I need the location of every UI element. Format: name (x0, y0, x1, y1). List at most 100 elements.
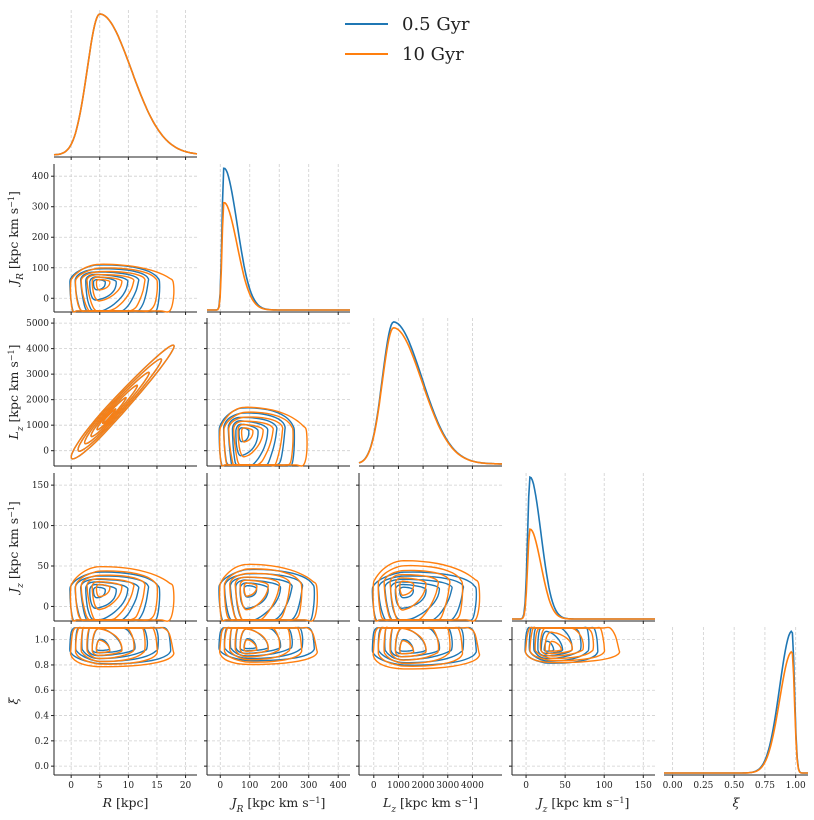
y-tick-label-Lz: 2000 (26, 396, 49, 406)
contour-JR-Jz-1-1 (239, 579, 269, 611)
y-axis-label-xi: ξ (6, 696, 21, 704)
contour-R-xi-1-0 (95, 639, 111, 654)
panel-Jz-Jz (512, 473, 655, 624)
density-curve-xi-1 (664, 650, 808, 774)
contour-R-JR-1-2 (86, 273, 135, 312)
x-tick-label-R: 5 (97, 781, 103, 791)
contour-R-Jz-1-0 (95, 583, 111, 598)
y-tick-label-JR: 200 (32, 233, 49, 243)
x-tick-label-JR: 400 (330, 781, 347, 791)
density-curve-Lz-1 (358, 326, 502, 465)
y-tick-label-JR: 300 (32, 203, 49, 213)
contour-Jz-xi-1-1 (544, 631, 574, 655)
x-tick-label-Lz: 1000 (387, 781, 410, 791)
y-tick-label-JR: 100 (32, 264, 49, 274)
y-tick-label-Lz: 4000 (26, 345, 49, 355)
y-axis-label-Lz: Lz [kpc km s−1] (6, 345, 26, 441)
contour-R-Lz-1-1 (96, 396, 127, 431)
y-tick-label-xi: 1.0 (35, 636, 50, 646)
x-tick-label-xi: 0.25 (693, 781, 713, 791)
contour-R-JR-0-2 (85, 273, 129, 312)
contour-Lz-Jz-1-2 (389, 573, 440, 622)
contour-R-JR-1-1 (91, 276, 123, 302)
contour-Lz-Jz-1-1 (394, 577, 427, 611)
contour-JR-Lz-1-0 (240, 427, 254, 443)
y-tick-label-xi: 0.8 (35, 661, 50, 671)
density-curve-R-1 (53, 13, 198, 156)
contour-Lz-Jz-0-0 (398, 586, 415, 599)
contour-JR-xi-1-1 (239, 628, 269, 655)
y-tick-label-Lz: 0 (43, 447, 49, 457)
density-curve-Jz-0 (512, 475, 655, 620)
x-tick-label-Jz: 150 (635, 781, 652, 791)
x-axis-label-Jz: Jz [kpc km s−1] (535, 795, 630, 815)
legend-label-0.5-gyr: 0.5 Gyr (402, 14, 470, 35)
contour-Lz-xi-1-5 (372, 626, 481, 670)
panel-R-R (53, 10, 198, 160)
contour-Jz-xi-1-5 (524, 626, 621, 664)
legend-label-10-gyr: 10 Gyr (402, 44, 464, 65)
panel-JR-Lz (204, 318, 350, 469)
x-tick-label-xi: 0.00 (663, 781, 683, 791)
x-tick-label-JR: 100 (241, 781, 258, 791)
panel-R-JR: 0 100 200 300 400 (32, 164, 197, 315)
x-tick-label-xi: 0.75 (755, 781, 775, 791)
contour-R-Lz-1-5 (70, 344, 175, 460)
x-tick-label-Lz: 0 (371, 781, 377, 791)
x-tick-label-Jz: 0 (523, 781, 529, 791)
contour-Lz-Jz-1-5 (372, 559, 481, 622)
x-tick-label-R: 10 (123, 781, 135, 791)
contour-JR-Lz-1-5 (219, 406, 308, 467)
x-tick-label-Jz: 50 (559, 781, 571, 791)
contour-JR-Lz-0-2 (231, 420, 269, 467)
contour-R-Jz-1-2 (86, 577, 135, 621)
contour-R-Lz-1-4 (77, 358, 163, 452)
y-tick-label-JR: 0 (43, 294, 49, 304)
panel-Jz-xi: 0 50 100 150 (509, 626, 655, 791)
x-axis-label-R: R [kpc] (102, 795, 149, 810)
y-tick-label-xi: 0.2 (35, 737, 49, 747)
contour-R-JR-1-5 (69, 263, 175, 313)
x-tick-label-R: 20 (180, 781, 192, 791)
y-tick-label-Jz: 150 (32, 481, 49, 491)
y-tick-label-Jz: 50 (38, 562, 50, 572)
contour-JR-xi-1-5 (218, 626, 319, 666)
x-tick-label-R: 15 (151, 781, 163, 791)
contour-JR-Jz-1-0 (243, 582, 258, 597)
x-axis-label-Lz: Lz [kpc km s−1] (382, 795, 478, 815)
contour-Lz-Jz-1-0 (399, 580, 415, 597)
panel-JR-xi: 0 100 200 300 400 (204, 626, 350, 791)
density-curve-JR-1 (207, 201, 350, 311)
y-tick-label-JR: 400 (32, 172, 49, 182)
y-tick-label-Jz: 100 (32, 522, 49, 532)
contour-R-Jz-1-1 (91, 580, 123, 611)
contour-JR-Lz-1-1 (237, 423, 264, 458)
x-tick-label-Jz: 100 (596, 781, 613, 791)
contour-Jz-xi-1-0 (548, 640, 563, 652)
x-tick-label-Lz: 2000 (412, 781, 435, 791)
panel-Lz-xi: 0 1000 2000 3000 4000 (356, 626, 502, 791)
x-tick-label-xi: 0.50 (724, 781, 744, 791)
contour-R-xi-1-5 (69, 626, 175, 668)
contour-R-Lz-1-2 (90, 384, 139, 438)
y-tick-label-xi: 0.6 (35, 686, 50, 696)
contour-R-JR-1-0 (95, 278, 111, 291)
contour-R-Jz-1-5 (69, 565, 175, 622)
x-tick-label-JR: 300 (300, 781, 317, 791)
y-tick-label-Lz: 5000 (26, 319, 49, 329)
y-tick-label-Lz: 1000 (26, 421, 49, 431)
panel-Lz-Lz (358, 318, 502, 469)
y-axis-label-JR: JR [kpc km s−1] (6, 191, 26, 288)
contour-R-Lz-0-5 (70, 344, 175, 460)
contour-JR-Jz-1-5 (218, 563, 319, 622)
panel-JR-Jz (204, 473, 350, 624)
legend: 0.5 Gyr 10 Gyr (345, 14, 470, 65)
contour-JR-Lz-0-0 (238, 427, 250, 443)
x-tick-label-Lz: 3000 (436, 781, 459, 791)
panel-R-Jz: 0 50 100 150 (32, 473, 197, 624)
panel-Lz-Jz (356, 473, 502, 624)
contour-JR-xi-1-0 (243, 639, 258, 653)
panel-xi-xi: 0.00 0.25 0.50 0.75 1.00 (663, 627, 808, 791)
